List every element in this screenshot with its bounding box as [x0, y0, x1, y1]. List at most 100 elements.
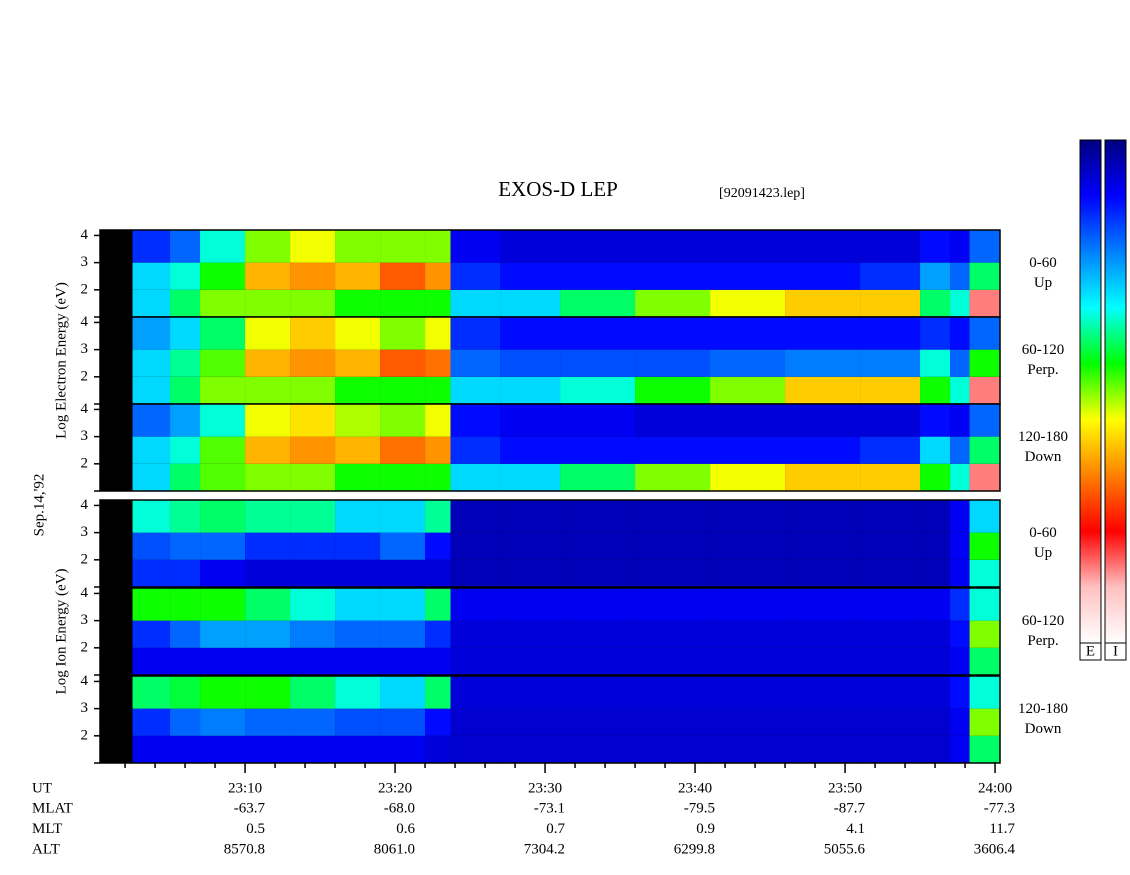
heatmap-cell	[290, 349, 336, 377]
heatmap-cell	[785, 620, 861, 648]
date-label: Sep.14,'92	[31, 474, 47, 537]
heatmap-cell	[950, 404, 970, 437]
chart-title: EXOS-D LEP	[498, 177, 618, 201]
heatmap-cell	[380, 289, 426, 317]
heatmap-cell	[380, 647, 426, 675]
heatmap-cell	[290, 620, 336, 648]
heatmap-cell	[560, 463, 636, 491]
ephemeris-value: 0.5	[246, 821, 265, 837]
heatmap-cell	[450, 317, 501, 350]
heatmap-cell	[335, 376, 381, 404]
heatmap-cell	[425, 708, 451, 736]
heatmap-cell	[132, 532, 171, 560]
heatmap-cell	[290, 559, 336, 587]
heatmap-cell	[500, 620, 561, 648]
pitch-angle-label: 60-120	[1022, 342, 1065, 358]
heatmap-cell	[710, 559, 786, 587]
heatmap-cell	[969, 230, 1000, 263]
heatmap-cell	[785, 676, 861, 709]
heatmap-cell	[710, 289, 786, 317]
heatmap-cell	[560, 317, 636, 350]
heatmap-cell	[380, 262, 426, 290]
heatmap-cell	[635, 532, 711, 560]
heatmap-cell	[200, 376, 246, 404]
heatmap-cell	[132, 500, 171, 533]
ephemeris-value: -63.7	[234, 800, 266, 816]
heatmap-cell	[969, 559, 1000, 587]
heatmap-cell	[170, 676, 201, 709]
ephemeris-value: -73.1	[534, 800, 565, 816]
heatmap-cell	[245, 404, 291, 437]
heatmap-cell	[950, 230, 970, 263]
heatmap-cell	[950, 676, 970, 709]
heatmap-cell	[710, 436, 786, 464]
heatmap-cell	[969, 376, 1000, 404]
heatmap-cell	[950, 500, 970, 533]
heatmap-cell	[132, 708, 171, 736]
heatmap-cell	[425, 230, 451, 263]
heatmap-cell	[500, 230, 561, 263]
heatmap-cell	[969, 620, 1000, 648]
heatmap-cell	[335, 559, 381, 587]
heatmap-cell	[710, 588, 786, 621]
heatmap-cell	[450, 404, 501, 437]
y-tick-label: 3	[81, 700, 89, 716]
heatmap-cell	[560, 620, 636, 648]
heatmap-cell	[170, 647, 201, 675]
heatmap-cell	[170, 588, 201, 621]
heatmap-cell	[450, 262, 501, 290]
heatmap-cell	[425, 349, 451, 377]
heatmap-cell	[200, 317, 246, 350]
heatmap-cell	[920, 317, 951, 350]
heatmap-cell	[950, 436, 970, 464]
heatmap-cell	[425, 735, 451, 763]
heatmap-cell	[560, 647, 636, 675]
heatmap-cell	[245, 559, 291, 587]
heatmap-cell	[450, 376, 501, 404]
heatmap-cell	[969, 463, 1000, 491]
heatmap-cell	[335, 230, 381, 263]
y-tick-label: 3	[81, 254, 89, 270]
heatmap-cell	[245, 463, 291, 491]
heatmap-cell	[710, 647, 786, 675]
heatmap-cell	[500, 376, 561, 404]
direction-label: Down	[1025, 721, 1062, 737]
heatmap-cell	[290, 463, 336, 491]
heatmap-cell	[860, 262, 921, 290]
pitch-angle-label: 60-120	[1022, 613, 1065, 629]
heatmap-cell	[560, 230, 636, 263]
ephemeris-value: 3606.4	[974, 841, 1016, 857]
heatmap-cell	[170, 559, 201, 587]
colorbar-label-box	[1079, 642, 1102, 661]
heatmap-cell	[245, 289, 291, 317]
heatmap-cell	[635, 463, 711, 491]
heatmap-cell	[245, 262, 291, 290]
heatmap-cell	[335, 349, 381, 377]
y-tick-label: 2	[81, 455, 89, 471]
heatmap-cell	[335, 676, 381, 709]
pitch-angle-label: 0-60	[1029, 525, 1057, 541]
heatmap-cell	[920, 676, 951, 709]
heatmap-cell	[969, 735, 1000, 763]
heatmap-cell	[920, 500, 951, 533]
heatmap-cell	[132, 676, 171, 709]
heatmap-cell	[560, 532, 636, 560]
direction-label: Up	[1034, 275, 1052, 291]
heatmap-cell	[170, 500, 201, 533]
heatmap-cell	[450, 500, 501, 533]
heatmap-cell	[560, 676, 636, 709]
heatmap-cell	[200, 404, 246, 437]
heatmap-cell	[785, 436, 861, 464]
heatmap-cell	[170, 708, 201, 736]
y-axis-label: Log Electron Energy (eV)	[53, 282, 69, 439]
heatmap-cell	[132, 620, 171, 648]
heatmap-cell	[380, 532, 426, 560]
heatmap-cell	[785, 708, 861, 736]
heatmap-cell	[860, 436, 921, 464]
heatmap-cell	[450, 532, 501, 560]
heatmap-cell	[245, 708, 291, 736]
heatmap-cell	[170, 289, 201, 317]
heatmap-cell	[920, 559, 951, 587]
ephemeris-value: 11.7	[989, 821, 1015, 837]
heatmap-cell	[860, 349, 921, 377]
